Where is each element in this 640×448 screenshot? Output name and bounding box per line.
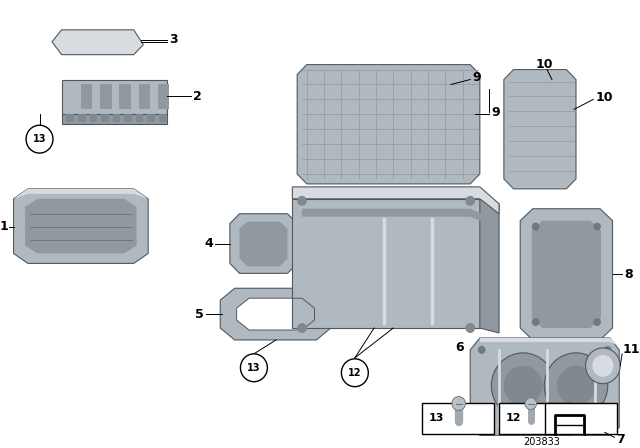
Polygon shape (292, 187, 499, 214)
Polygon shape (13, 189, 148, 199)
Polygon shape (147, 114, 155, 122)
Circle shape (26, 125, 53, 153)
Circle shape (593, 223, 601, 231)
Text: 12: 12 (348, 368, 362, 378)
Text: 13: 13 (429, 414, 444, 423)
Circle shape (297, 196, 307, 206)
Text: 8: 8 (624, 268, 633, 281)
Polygon shape (504, 69, 576, 189)
Circle shape (532, 318, 540, 326)
Polygon shape (119, 85, 131, 109)
Text: 3: 3 (170, 33, 178, 46)
Polygon shape (520, 209, 612, 340)
Polygon shape (230, 214, 297, 273)
Polygon shape (67, 114, 74, 122)
Circle shape (593, 355, 614, 377)
Polygon shape (25, 199, 136, 254)
Circle shape (478, 346, 486, 354)
Circle shape (525, 397, 536, 409)
Text: 13: 13 (247, 363, 260, 373)
Circle shape (341, 359, 368, 387)
Polygon shape (158, 85, 170, 109)
Polygon shape (220, 288, 331, 340)
Polygon shape (113, 114, 120, 122)
Circle shape (297, 323, 307, 333)
Circle shape (544, 353, 608, 418)
Polygon shape (13, 189, 148, 263)
Polygon shape (480, 199, 499, 333)
FancyBboxPatch shape (422, 403, 494, 435)
Polygon shape (292, 199, 480, 328)
Polygon shape (532, 221, 601, 328)
Text: 4: 4 (205, 237, 214, 250)
Polygon shape (138, 85, 150, 109)
Polygon shape (67, 38, 136, 43)
Polygon shape (78, 114, 86, 122)
Polygon shape (81, 85, 92, 109)
Circle shape (465, 323, 475, 333)
Circle shape (532, 223, 540, 231)
Circle shape (452, 396, 465, 410)
Circle shape (492, 353, 555, 418)
Polygon shape (480, 338, 620, 346)
Polygon shape (90, 114, 97, 122)
FancyBboxPatch shape (545, 403, 618, 435)
Polygon shape (61, 79, 168, 114)
Text: 10: 10 (536, 58, 553, 71)
FancyBboxPatch shape (499, 403, 571, 435)
Polygon shape (302, 217, 488, 323)
Circle shape (557, 366, 595, 405)
Text: 203833: 203833 (523, 437, 560, 448)
Polygon shape (302, 209, 488, 224)
Text: 10: 10 (595, 91, 612, 104)
Text: 7: 7 (616, 433, 625, 446)
Circle shape (504, 366, 542, 405)
Polygon shape (61, 114, 168, 124)
Circle shape (465, 196, 475, 206)
Polygon shape (136, 114, 143, 122)
Polygon shape (52, 30, 143, 55)
Text: 11: 11 (622, 343, 639, 357)
Text: 6: 6 (455, 341, 464, 354)
Text: 2: 2 (193, 90, 202, 103)
Circle shape (586, 348, 620, 383)
Circle shape (478, 422, 486, 429)
Text: 1: 1 (0, 220, 9, 233)
Circle shape (593, 318, 601, 326)
Text: 9: 9 (472, 71, 481, 84)
Polygon shape (159, 114, 166, 122)
Text: 5: 5 (195, 308, 204, 321)
Circle shape (604, 422, 612, 429)
Polygon shape (297, 65, 480, 184)
Polygon shape (101, 114, 109, 122)
Circle shape (604, 346, 612, 354)
Text: 12: 12 (506, 414, 522, 423)
Polygon shape (100, 85, 111, 109)
Polygon shape (470, 338, 620, 435)
Polygon shape (239, 222, 287, 267)
Polygon shape (237, 298, 314, 330)
Text: 9: 9 (492, 106, 500, 119)
Text: 13: 13 (33, 134, 46, 144)
Circle shape (241, 354, 268, 382)
Polygon shape (124, 114, 132, 122)
